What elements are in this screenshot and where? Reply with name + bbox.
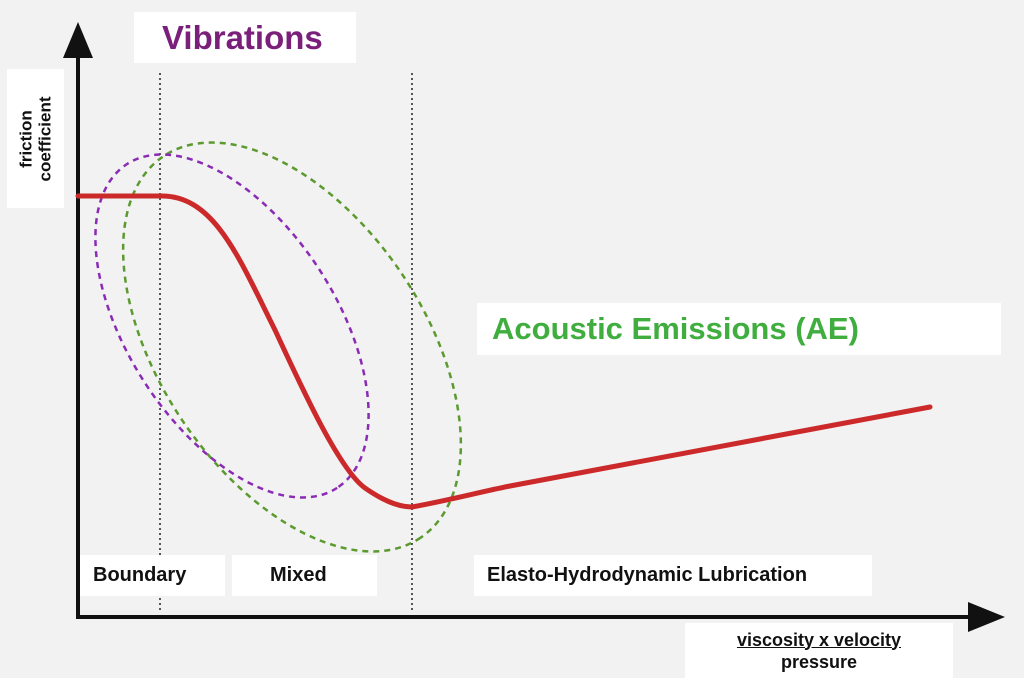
x-axis-label: viscosity x velocity pressure	[685, 623, 953, 678]
y-axis-label-line2: coefficient	[35, 95, 55, 182]
x-axis-label-numerator: viscosity x velocity	[736, 629, 902, 650]
x-axis-label-denominator: pressure	[780, 651, 858, 672]
friction-curve	[75, 193, 933, 510]
x-axis-arrowhead	[968, 602, 1005, 632]
ehl-regime-label: Elasto-Hydrodynamic Lubrication	[474, 555, 872, 596]
y-axis-label: friction coefficient	[7, 69, 64, 208]
acoustic-emissions-label: Acoustic Emissions (AE)	[477, 303, 1001, 355]
boundary-regime-label: Boundary	[80, 555, 225, 596]
acoustic-emissions-ellipse	[121, 141, 463, 553]
mixed-regime-label: Mixed	[232, 555, 377, 596]
vibrations-label: Vibrations	[134, 12, 356, 63]
vibrations-ellipse	[94, 153, 370, 499]
y-axis-arrowhead	[63, 22, 93, 58]
y-axis-label-line1: friction	[16, 109, 36, 168]
